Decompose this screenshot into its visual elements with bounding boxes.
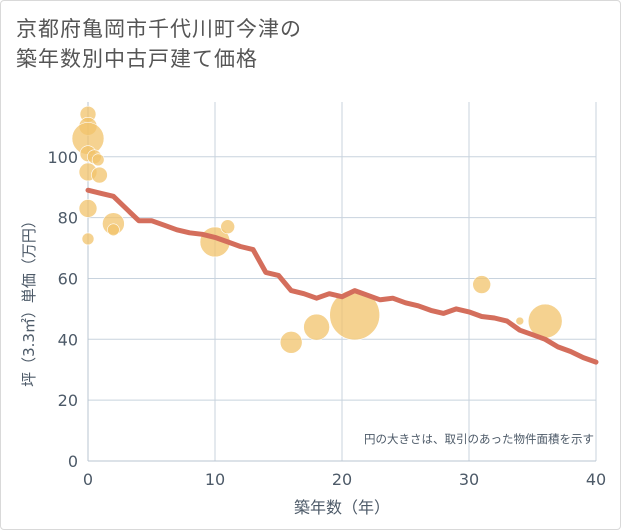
chart-title: 京都府亀岡市千代川町今津の 築年数別中古戸建て価格: [16, 14, 302, 74]
y-tick-label: 80: [58, 209, 78, 228]
y-tick-label: 20: [58, 391, 78, 410]
size-note: 円の大きさは、取引のあった物件面積を示す: [364, 432, 594, 446]
x-tick-label: 20: [332, 470, 352, 489]
tick-labels: 0 10 20 30 40 0 20 40 60 80 100: [47, 148, 606, 489]
chart-title-line1: 京都府亀岡市千代川町今津の: [16, 17, 302, 41]
data-bubble[interactable]: [81, 232, 95, 246]
data-bubble[interactable]: [107, 223, 120, 237]
bubble-layer: [71, 105, 563, 354]
x-tick-label: 0: [83, 470, 93, 489]
x-axis-label: 築年数（年）: [294, 498, 390, 517]
trend-line: [85, 187, 599, 365]
data-bubble[interactable]: [91, 166, 108, 184]
data-bubble[interactable]: [279, 331, 303, 354]
x-tick-label: 10: [205, 470, 225, 489]
y-tick-label: 0: [68, 452, 78, 471]
data-bubble[interactable]: [91, 153, 105, 167]
chart-title-line2: 築年数別中古戸建て価格: [16, 47, 258, 71]
trend-layer: [85, 187, 599, 365]
data-bubble[interactable]: [220, 219, 235, 235]
x-tick-label: 30: [459, 470, 479, 489]
grid-lines: [87, 102, 597, 462]
y-tick-label: 60: [58, 269, 78, 288]
data-bubble[interactable]: [303, 313, 330, 341]
data-bubble[interactable]: [472, 275, 492, 294]
data-bubble[interactable]: [78, 199, 98, 218]
x-tick-label: 40: [586, 470, 606, 489]
y-axis-label: 坪（3.3㎡）単価（万円）: [20, 213, 38, 387]
data-bubble[interactable]: [515, 316, 525, 326]
y-tick-label: 100: [47, 148, 78, 167]
y-tick-label: 40: [58, 330, 78, 349]
